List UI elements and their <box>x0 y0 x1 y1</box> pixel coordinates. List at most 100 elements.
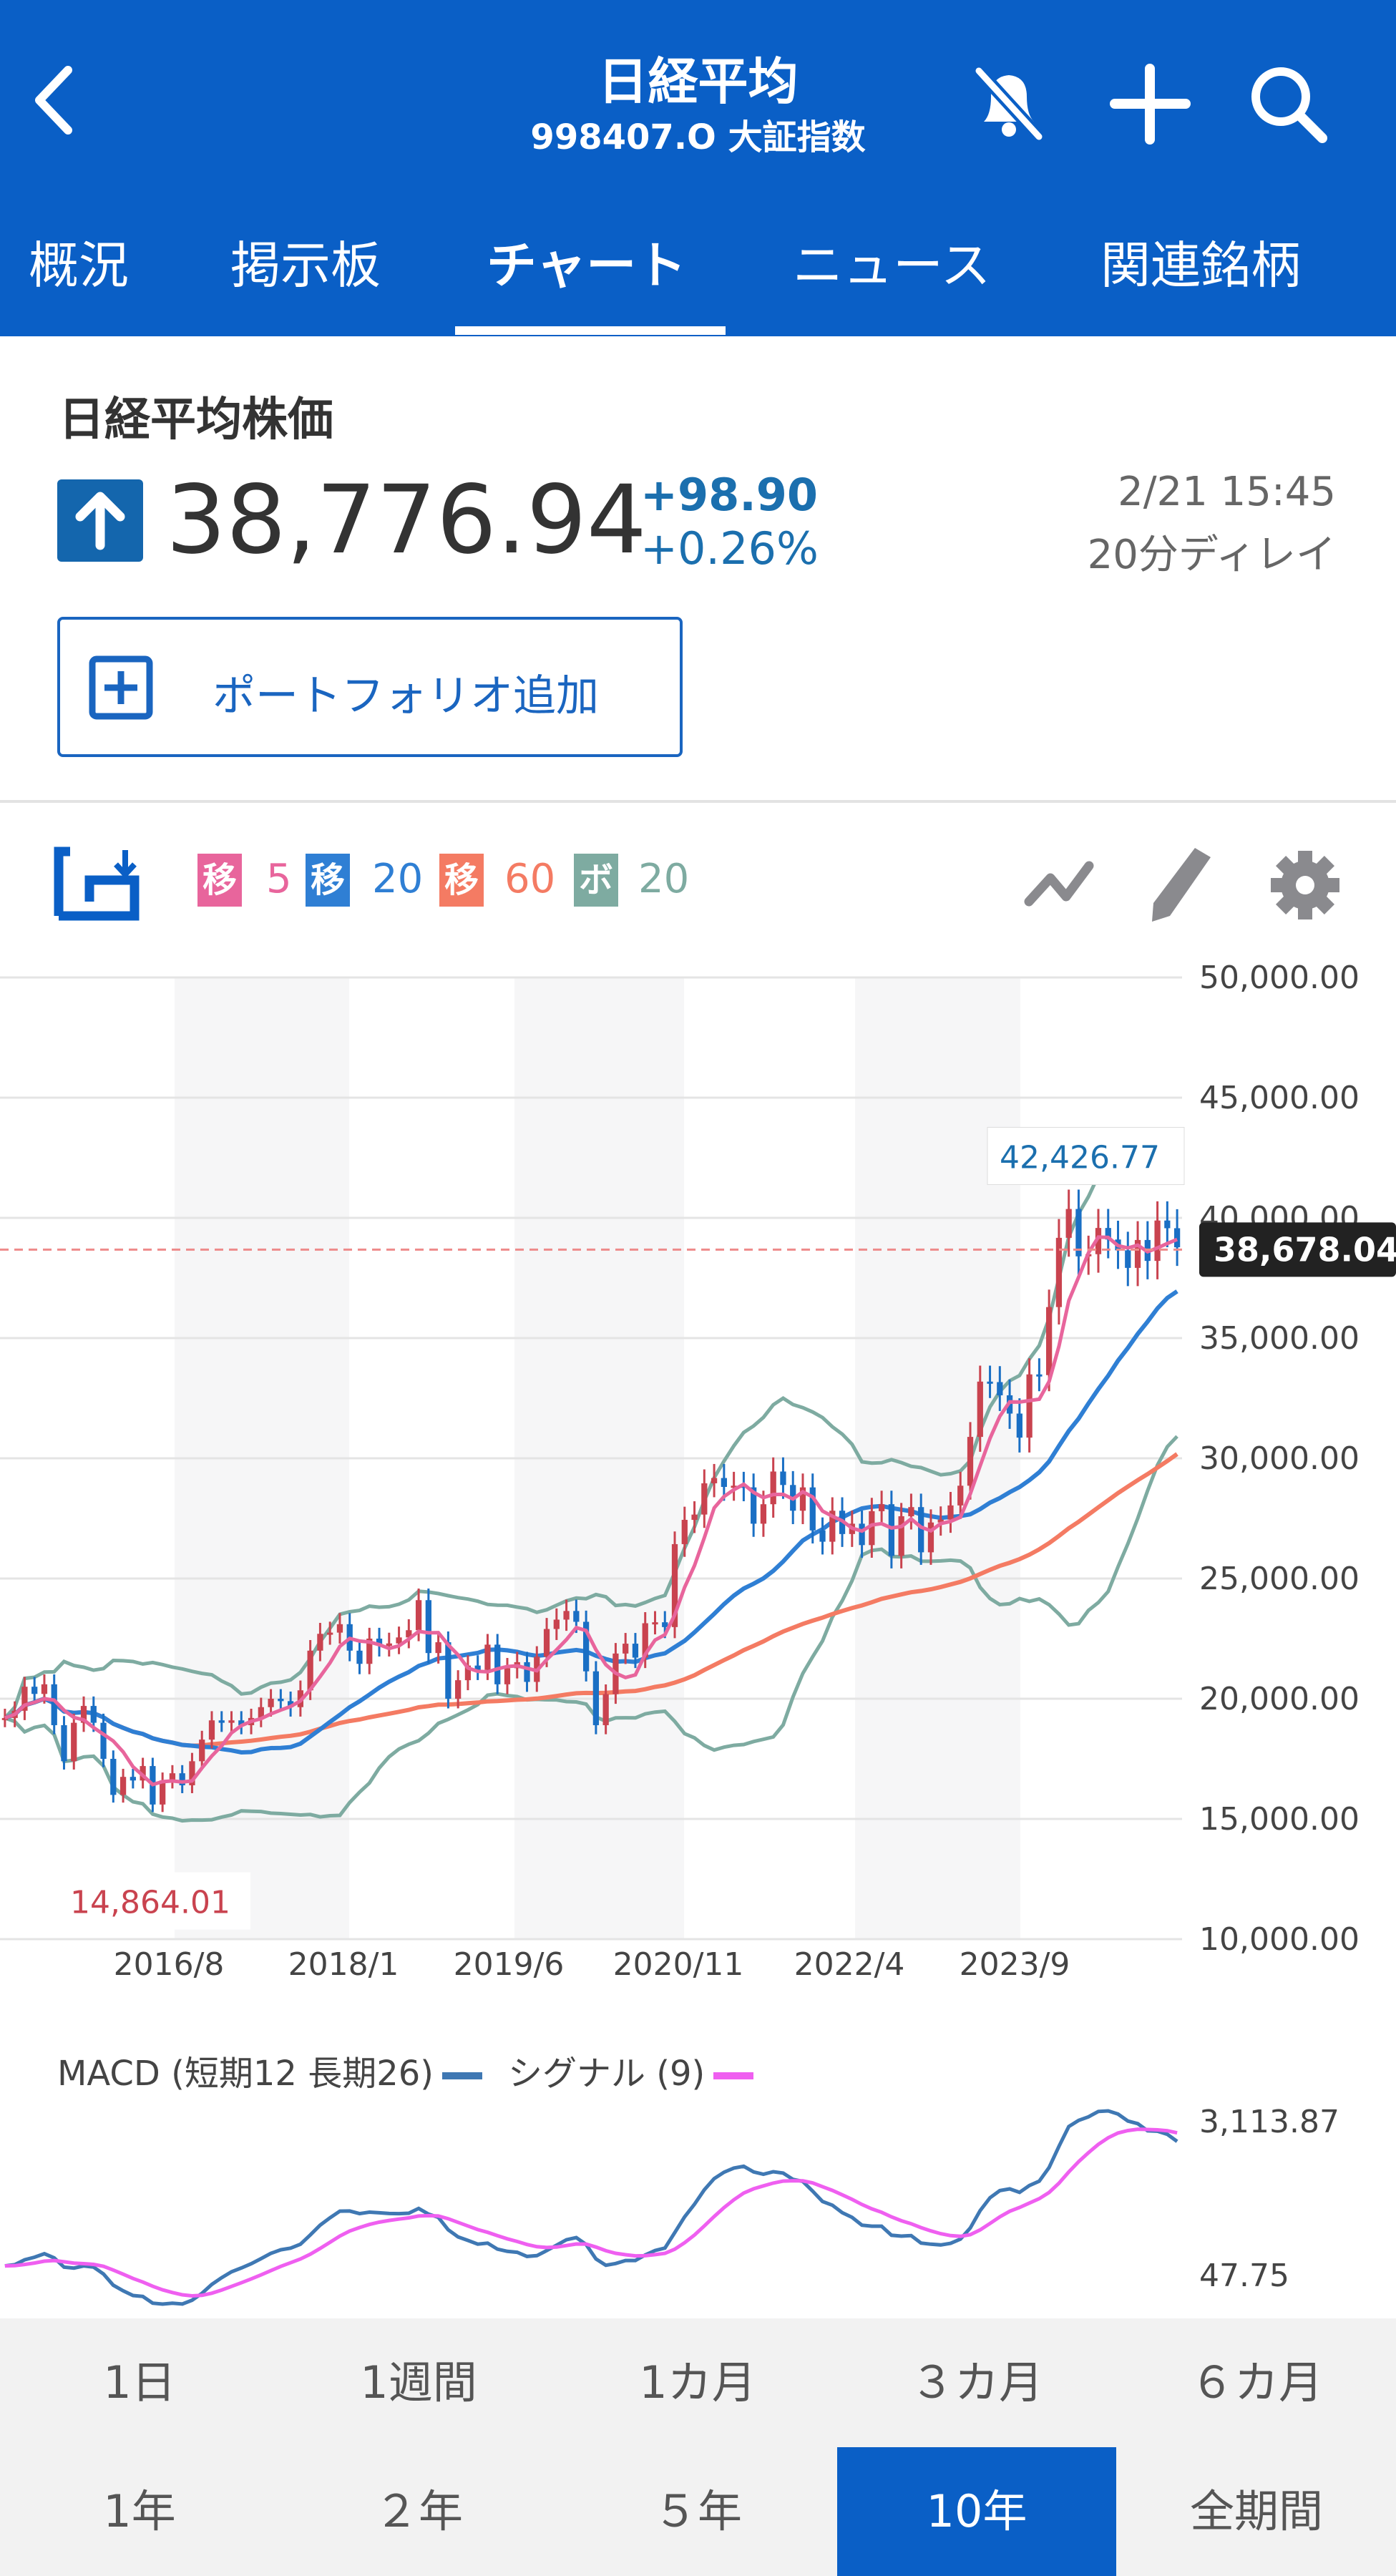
plus-icon[interactable] <box>1109 63 1191 145</box>
ma60-value[interactable]: 60 <box>504 856 556 902</box>
candle <box>445 1642 451 1699</box>
candle <box>898 1516 904 1556</box>
candle <box>1125 1250 1131 1268</box>
y-tick-label: 45,000.00 <box>1199 1080 1360 1116</box>
price-change-percent: +0.26% <box>640 522 819 575</box>
ma20-badge[interactable]: 移 <box>306 854 350 907</box>
period-3m[interactable]: ３カ月 <box>909 2356 1043 2409</box>
period-10y[interactable]: 10年 <box>837 2447 1116 2576</box>
high-label-box <box>987 1126 1185 1185</box>
candle <box>543 1629 550 1657</box>
candle <box>573 1611 580 1622</box>
candle <box>908 1507 914 1516</box>
tab-board[interactable]: 掲示板 <box>230 236 381 295</box>
ma5-badge[interactable]: 移 <box>197 854 242 907</box>
candle <box>189 1761 195 1785</box>
tab-related[interactable]: 関連銘柄 <box>1100 236 1301 295</box>
candle <box>406 1630 412 1638</box>
pencil-icon[interactable] <box>1145 844 1216 923</box>
gear-icon[interactable] <box>1268 848 1342 922</box>
period-1m[interactable]: 1カ月 <box>639 2356 756 2409</box>
back-chevron-icon[interactable] <box>29 64 79 136</box>
price-chart[interactable]: 50,000.0045,000.0040,000.0035,000.0030,0… <box>0 959 1396 1989</box>
period-all[interactable]: 全期間 <box>1189 2485 1323 2537</box>
candle <box>869 1511 875 1546</box>
candle <box>484 1644 491 1670</box>
candle <box>691 1514 698 1521</box>
macd-axis-top: 3,113.87 <box>1199 2104 1339 2140</box>
candle <box>927 1522 934 1553</box>
tab-chart[interactable]: チャート <box>487 236 687 295</box>
low-price-label: 14,864.01 <box>70 1885 230 1921</box>
bollinger-value[interactable]: 20 <box>638 856 690 902</box>
candle <box>336 1624 343 1633</box>
rotate-chart-icon[interactable] <box>50 844 140 923</box>
candle <box>888 1504 895 1556</box>
tab-overview[interactable]: 概況 <box>29 236 129 295</box>
candle <box>1134 1239 1141 1268</box>
candle <box>859 1523 865 1546</box>
candle <box>228 1720 235 1723</box>
ma5-value[interactable]: 5 <box>266 856 292 902</box>
x-tick-label: 2019/6 <box>454 1946 565 1983</box>
add-box-icon <box>89 655 153 720</box>
bell-off-icon[interactable] <box>966 61 1052 147</box>
macd-chart[interactable] <box>0 2097 1396 2318</box>
candle <box>1095 1228 1102 1254</box>
candle <box>947 1505 954 1520</box>
candle <box>327 1632 333 1635</box>
candle <box>1046 1307 1053 1375</box>
macd-line <box>4 2109 1178 2306</box>
ma20-value[interactable]: 20 <box>372 856 424 902</box>
candle <box>258 1707 264 1718</box>
period-5y[interactable]: ５年 <box>653 2485 742 2537</box>
low-label-box <box>63 1872 250 1930</box>
candle <box>741 1485 747 1488</box>
line-chart-icon[interactable] <box>1023 848 1095 919</box>
quote-name: 日経平均株価 <box>59 394 333 447</box>
candle <box>31 1687 38 1694</box>
candle <box>1065 1209 1072 1238</box>
tab-news[interactable]: ニュース <box>793 236 991 295</box>
current-price-label: 38,678.04 <box>1214 1230 1396 1269</box>
candle <box>199 1740 205 1762</box>
candle <box>169 1773 176 1781</box>
candle <box>1036 1374 1043 1377</box>
signal-line <box>4 2127 1178 2298</box>
macd-axis-bottom: 47.75 <box>1199 2258 1289 2294</box>
candle <box>623 1644 629 1654</box>
ma60-badge[interactable]: 移 <box>439 854 484 907</box>
candle <box>425 1600 431 1654</box>
macd-legend-label: MACD (短期12 長期26) <box>57 2054 434 2094</box>
period-1y[interactable]: 1年 <box>103 2485 176 2537</box>
candle <box>464 1665 472 1681</box>
candle <box>396 1637 402 1644</box>
bollinger-badge[interactable]: ボ <box>574 854 618 907</box>
add-portfolio-button[interactable]: ポートフォリオ追加 <box>57 617 683 757</box>
candle <box>455 1680 462 1699</box>
candle <box>721 1478 727 1487</box>
candle <box>21 1687 28 1711</box>
ma5-line <box>4 1235 1178 1787</box>
period-6m[interactable]: ６カ月 <box>1189 2356 1323 2409</box>
period-1w[interactable]: 1週間 <box>360 2356 477 2409</box>
y-tick-label: 20,000.00 <box>1199 1681 1360 1717</box>
candle <box>71 1722 77 1762</box>
candle <box>268 1699 274 1707</box>
page-subtitle: 998407.O 大証指数 <box>530 117 866 157</box>
period-1d[interactable]: 1日 <box>103 2356 176 2409</box>
bollinger-lower <box>4 1435 1178 1823</box>
candle <box>681 1520 688 1544</box>
candle <box>1055 1237 1063 1307</box>
active-tab-indicator <box>455 326 726 335</box>
y-tick-label: 35,000.00 <box>1199 1320 1360 1357</box>
period-2y[interactable]: ２年 <box>374 2485 463 2537</box>
candle <box>110 1759 117 1795</box>
delay-note: 20分ディレイ <box>1087 532 1336 578</box>
candle <box>553 1619 560 1629</box>
search-icon[interactable] <box>1245 61 1331 147</box>
add-portfolio-label: ポートフォリオ追加 <box>213 671 599 721</box>
app-header: 日経平均 998407.O 大証指数 概況 掲示板 チャート ニュース 関連銘柄 <box>0 0 1396 336</box>
candle <box>179 1773 185 1785</box>
candle <box>1154 1220 1161 1262</box>
